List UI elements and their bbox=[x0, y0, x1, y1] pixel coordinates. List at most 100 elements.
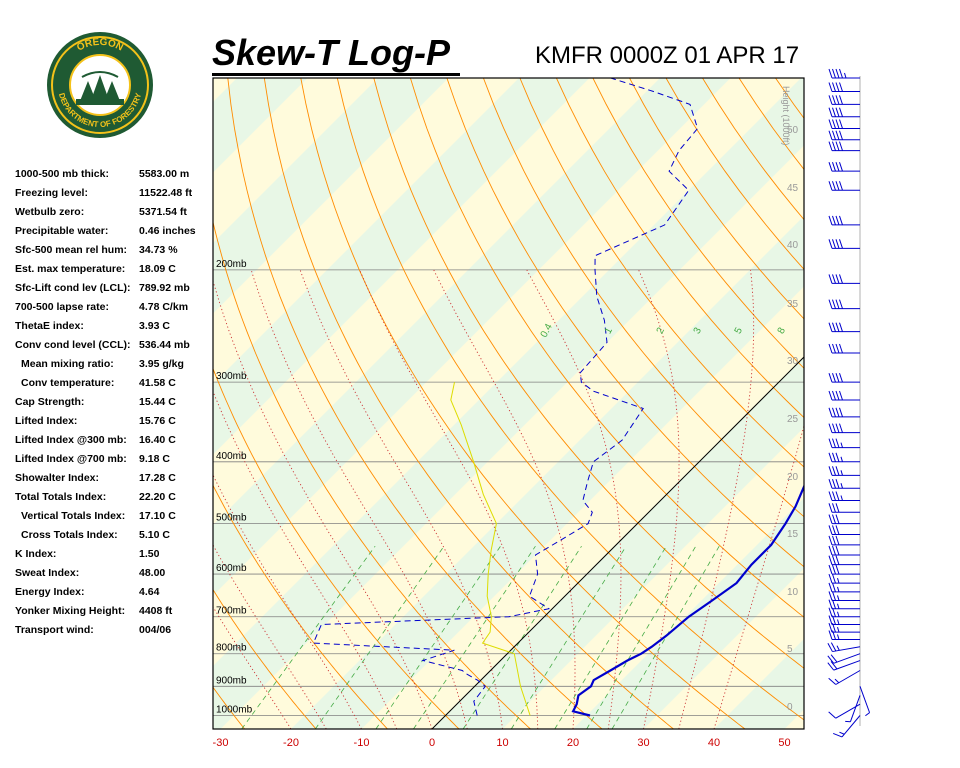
index-row: K Index: 1.50 bbox=[15, 548, 215, 567]
index-value: 15.44 C bbox=[139, 396, 176, 408]
height-tick-label: 15 bbox=[787, 529, 799, 540]
index-row: Wetbulb zero: 5371.54 ft bbox=[15, 206, 215, 225]
dry-adiabat bbox=[213, 220, 531, 729]
plot-area bbox=[213, 78, 804, 729]
index-value: 3.95 g/kg bbox=[139, 358, 184, 370]
wind-barb bbox=[828, 514, 860, 525]
index-label: Total Totals Index: bbox=[15, 491, 107, 503]
wind-barb bbox=[828, 670, 861, 685]
moist-adiabat bbox=[678, 269, 755, 729]
index-label: Sfc-Lift cond lev (LCL): bbox=[15, 282, 131, 294]
index-row: Yonker Mixing Height: 4408 ft bbox=[15, 605, 215, 624]
height-tick-label: 25 bbox=[787, 414, 799, 425]
index-row: Showalter Index: 17.28 C bbox=[15, 472, 215, 491]
index-value: 1.50 bbox=[139, 548, 160, 560]
temperature-line bbox=[571, 483, 804, 717]
index-label: Sweat Index: bbox=[15, 567, 80, 579]
wind-barb bbox=[828, 239, 860, 249]
index-row: Est. max temperature: 18.09 C bbox=[15, 263, 215, 282]
wind-barb bbox=[859, 686, 871, 717]
wind-barb bbox=[827, 660, 861, 671]
dry-adiabat bbox=[227, 78, 603, 729]
index-label: 700-500 lapse rate: bbox=[15, 301, 109, 313]
dry-adiabat bbox=[555, 78, 804, 419]
index-value: 5371.54 ft bbox=[139, 206, 187, 218]
x-tick-label: 50 bbox=[778, 737, 790, 749]
index-row: ThetaE index: 3.93 C bbox=[15, 320, 215, 339]
parcel-line bbox=[450, 382, 531, 716]
wind-barb bbox=[828, 390, 860, 401]
index-row: Conv temperature: 41.58 C bbox=[15, 377, 215, 396]
wind-barb bbox=[828, 161, 860, 172]
wind-barb bbox=[828, 599, 860, 610]
index-label: Freezing level: bbox=[15, 187, 88, 199]
index-label: Est. max temperature: bbox=[15, 263, 126, 275]
index-label: Cross Totals Index: bbox=[21, 529, 118, 541]
index-row: Vertical Totals Index: 17.10 C bbox=[15, 510, 215, 529]
x-tick-label: 20 bbox=[567, 737, 579, 749]
index-label: Vertical Totals Index: bbox=[21, 510, 126, 522]
plot-frame bbox=[212, 77, 805, 730]
mixing-ratio-line bbox=[241, 545, 376, 729]
wind-barb bbox=[828, 555, 860, 566]
x-tick-label: -20 bbox=[283, 737, 299, 749]
dry-adiabat bbox=[300, 78, 746, 729]
dry-adiabat bbox=[592, 78, 804, 369]
x-tick-label: -10 bbox=[354, 737, 370, 749]
index-value: 5.10 C bbox=[139, 529, 170, 541]
wind-barb bbox=[828, 322, 860, 333]
index-row: Sweat Index: 48.00 bbox=[15, 567, 215, 586]
indices-panel: 1000-500 mb thick: 5583.00 m Freezing leve… bbox=[15, 168, 215, 643]
pressure-label: 900mb bbox=[216, 675, 247, 686]
logo: OREGON DEPARTMENT OF FORESTRY bbox=[46, 31, 154, 139]
index-label: Showalter Index: bbox=[15, 472, 100, 484]
mixing-ratio-label: 2 bbox=[655, 325, 668, 335]
index-value: 004/06 bbox=[139, 624, 172, 636]
moist-adiabat bbox=[213, 390, 398, 729]
dry-adiabat bbox=[213, 588, 317, 729]
index-value: 34.73 % bbox=[139, 244, 178, 256]
dry-adiabat bbox=[336, 78, 804, 721]
height-tick-label: 35 bbox=[787, 299, 799, 310]
dry-adiabat bbox=[482, 78, 804, 518]
wind-barb bbox=[828, 438, 860, 449]
pressure-label: 800mb bbox=[216, 643, 247, 654]
moist-adiabat bbox=[299, 269, 503, 729]
wind-barb bbox=[828, 573, 860, 584]
index-row: Conv cond level (CCL): 536.44 mb bbox=[15, 339, 215, 358]
wind-barb bbox=[828, 181, 860, 191]
index-value: 0.46 inches bbox=[139, 225, 196, 237]
index-label: Sfc-500 mean rel hum: bbox=[15, 244, 128, 256]
dry-adiabat bbox=[409, 78, 804, 618]
x-tick-label: 40 bbox=[708, 737, 720, 749]
index-row: Precipitable water: 0.46 inches bbox=[15, 225, 215, 244]
index-value: 3.93 C bbox=[139, 320, 170, 332]
index-label: 1000-500 mb thick: bbox=[15, 168, 109, 180]
logo-top-text: OREGON bbox=[75, 37, 125, 54]
zero-isotherm bbox=[431, 356, 804, 729]
x-tick-label: 0 bbox=[429, 737, 435, 749]
wind-barb bbox=[828, 466, 860, 476]
index-value: 789.92 mb bbox=[139, 282, 190, 294]
wind-barb bbox=[828, 582, 860, 593]
pressure-label: 200mb bbox=[216, 259, 247, 270]
index-row: Lifted Index: 15.76 C bbox=[15, 415, 215, 434]
dry-adiabat bbox=[213, 367, 460, 729]
wind-barb bbox=[828, 423, 860, 434]
height-axis-label: Height (1000ft) bbox=[781, 86, 791, 146]
index-row: Cross Totals Index: 5.10 C bbox=[15, 529, 215, 548]
wind-barb bbox=[827, 642, 861, 653]
wind-barb bbox=[828, 545, 860, 556]
wind-barb bbox=[845, 695, 861, 723]
wind-barb bbox=[828, 503, 860, 513]
index-row: Mean mixing ratio: 3.95 g/kg bbox=[15, 358, 215, 377]
index-row: Sfc-500 mean rel hum: 34.73 % bbox=[15, 244, 215, 263]
index-row: Lifted Index @300 mb: 16.40 C bbox=[15, 434, 215, 453]
height-tick-label: 40 bbox=[787, 240, 799, 251]
isotherm-band bbox=[291, 216, 804, 729]
index-row: 700-500 lapse rate: 4.78 C/km bbox=[15, 301, 215, 320]
dry-adiabat bbox=[519, 78, 804, 468]
pressure-label: 700mb bbox=[216, 606, 247, 617]
